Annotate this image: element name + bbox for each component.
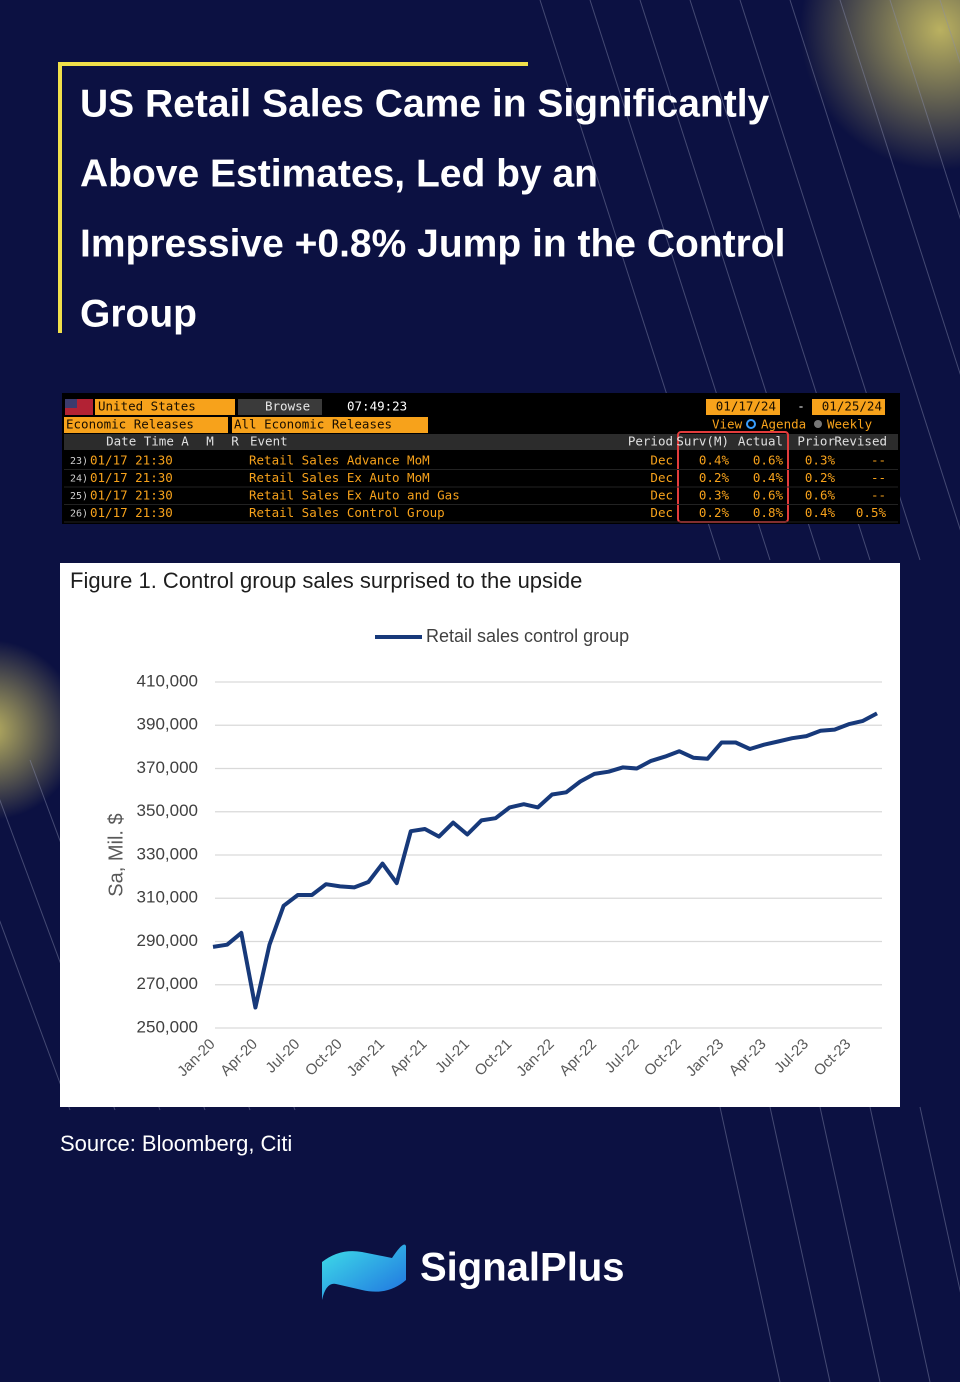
logo-icon <box>322 1244 406 1300</box>
data-line <box>212 711 878 1010</box>
bloomberg-table: United States Browse 07:49:23 01/17/24 - 01/2… <box>62 393 900 524</box>
title-line: US Retail Sales Came in Significantly <box>80 82 770 125</box>
cell: 0.3% <box>805 453 836 468</box>
y-axis-label: Sa, Mil. $ <box>105 813 127 896</box>
deco-line <box>839 0 960 375</box>
agenda: Agenda <box>761 417 806 432</box>
cell: Dec <box>650 453 673 468</box>
title-bracket <box>58 62 528 333</box>
deco-line <box>719 1106 781 1382</box>
deco-line <box>919 1106 960 1293</box>
cell: 0.2% <box>805 470 836 485</box>
deco-line <box>819 1106 881 1382</box>
column-header: Revised <box>834 434 887 449</box>
dash: - <box>797 399 805 414</box>
start-date: 01/17/24 <box>716 399 776 414</box>
cell: 25) <box>70 491 88 502</box>
cell: Dec <box>650 470 673 485</box>
cell: 0.6% <box>753 488 784 503</box>
flag <box>65 399 77 408</box>
y-tick-label: 350,000 <box>137 801 198 820</box>
cell: Retail Sales Advance MoM <box>249 453 430 468</box>
y-tick-label: 390,000 <box>137 715 198 734</box>
category: Economic Releases <box>66 417 194 432</box>
cell: Dec <box>650 505 673 520</box>
cell: 01/17 21:30 <box>90 505 173 520</box>
title-line: Impressive +0.8% Jump in the Control <box>80 222 785 265</box>
deco-line <box>889 0 960 220</box>
column-header: Period <box>628 434 673 449</box>
cell: Retail Sales Ex Auto and Gas <box>249 488 460 503</box>
cell: 0.8% <box>753 505 784 520</box>
deco-line <box>769 1106 831 1382</box>
chart-panel <box>60 563 900 1107</box>
cell: 0.2% <box>699 470 730 485</box>
cell: 0.6% <box>805 488 836 503</box>
browse: Browse <box>265 399 310 414</box>
radio <box>814 420 822 428</box>
cell: 0.4% <box>753 470 784 485</box>
cell: 01/17 21:30 <box>90 488 173 503</box>
end-date: 01/25/24 <box>822 399 882 414</box>
y-tick-label: 310,000 <box>137 888 198 907</box>
y-tick-label: 250,000 <box>137 1017 198 1036</box>
chart-title: Figure 1. Control group sales surprised … <box>70 568 582 593</box>
view: View <box>712 417 743 432</box>
cell: Retail Sales Ex Auto MoM <box>249 470 430 485</box>
cell: -- <box>871 470 886 485</box>
cell: 0.4% <box>699 453 730 468</box>
box <box>238 399 322 415</box>
box <box>812 399 885 415</box>
releases: All Economic Releases <box>234 417 392 432</box>
cell: 26) <box>70 509 88 520</box>
y-tick-label: 410,000 <box>137 671 198 690</box>
cell: 0.3% <box>699 488 730 503</box>
box <box>232 417 428 433</box>
cell: Retail Sales Control Group <box>249 505 445 520</box>
weekly: Weekly <box>827 417 873 432</box>
title-line: Group <box>80 292 197 335</box>
box <box>706 399 780 415</box>
cell: 0.5% <box>856 505 887 520</box>
cell: 01/17 21:30 <box>90 453 173 468</box>
cell: -- <box>871 488 886 503</box>
legend-label: Retail sales control group <box>426 626 629 646</box>
cell: 0.4% <box>805 505 836 520</box>
cell: 24) <box>70 474 88 485</box>
cell: 23) <box>70 456 88 467</box>
column-header: Actual <box>738 434 783 449</box>
title: US Retail Sales Came in Significantly Abo… <box>80 82 785 335</box>
deco-line <box>869 1106 931 1382</box>
column-header: A <box>181 434 189 449</box>
title-line: Above Estimates, Led by an <box>80 152 598 195</box>
column-header: Date Time <box>106 434 174 449</box>
y-tick-label: 370,000 <box>137 758 198 777</box>
column-header: Surv(M) <box>676 434 729 449</box>
cell: 0.2% <box>699 505 730 520</box>
time: 07:49:23 <box>347 399 407 414</box>
column-header: R <box>231 434 239 449</box>
logo-text: SignalPlus <box>420 1246 625 1290</box>
column-header: Prior <box>797 434 835 449</box>
box <box>95 399 235 415</box>
column-header: M <box>206 434 214 449</box>
y-tick-label: 270,000 <box>137 974 198 993</box>
cell: -- <box>871 453 886 468</box>
header-band <box>64 434 898 450</box>
deco-line <box>0 920 71 1111</box>
cell: 01/17 21:30 <box>90 470 173 485</box>
radio <box>746 419 756 429</box>
y-tick-label: 330,000 <box>137 844 198 863</box>
source: Source: Bloomberg, Citi <box>60 1131 292 1156</box>
y-tick-label: 290,000 <box>137 931 198 950</box>
cell: 0.6% <box>753 453 784 468</box>
deco-line <box>789 0 960 531</box>
box <box>64 417 228 433</box>
glow <box>800 0 960 170</box>
country: United States <box>98 399 196 414</box>
column-header: Event <box>250 434 288 449</box>
glow <box>0 640 80 820</box>
cell: Dec <box>650 488 673 503</box>
